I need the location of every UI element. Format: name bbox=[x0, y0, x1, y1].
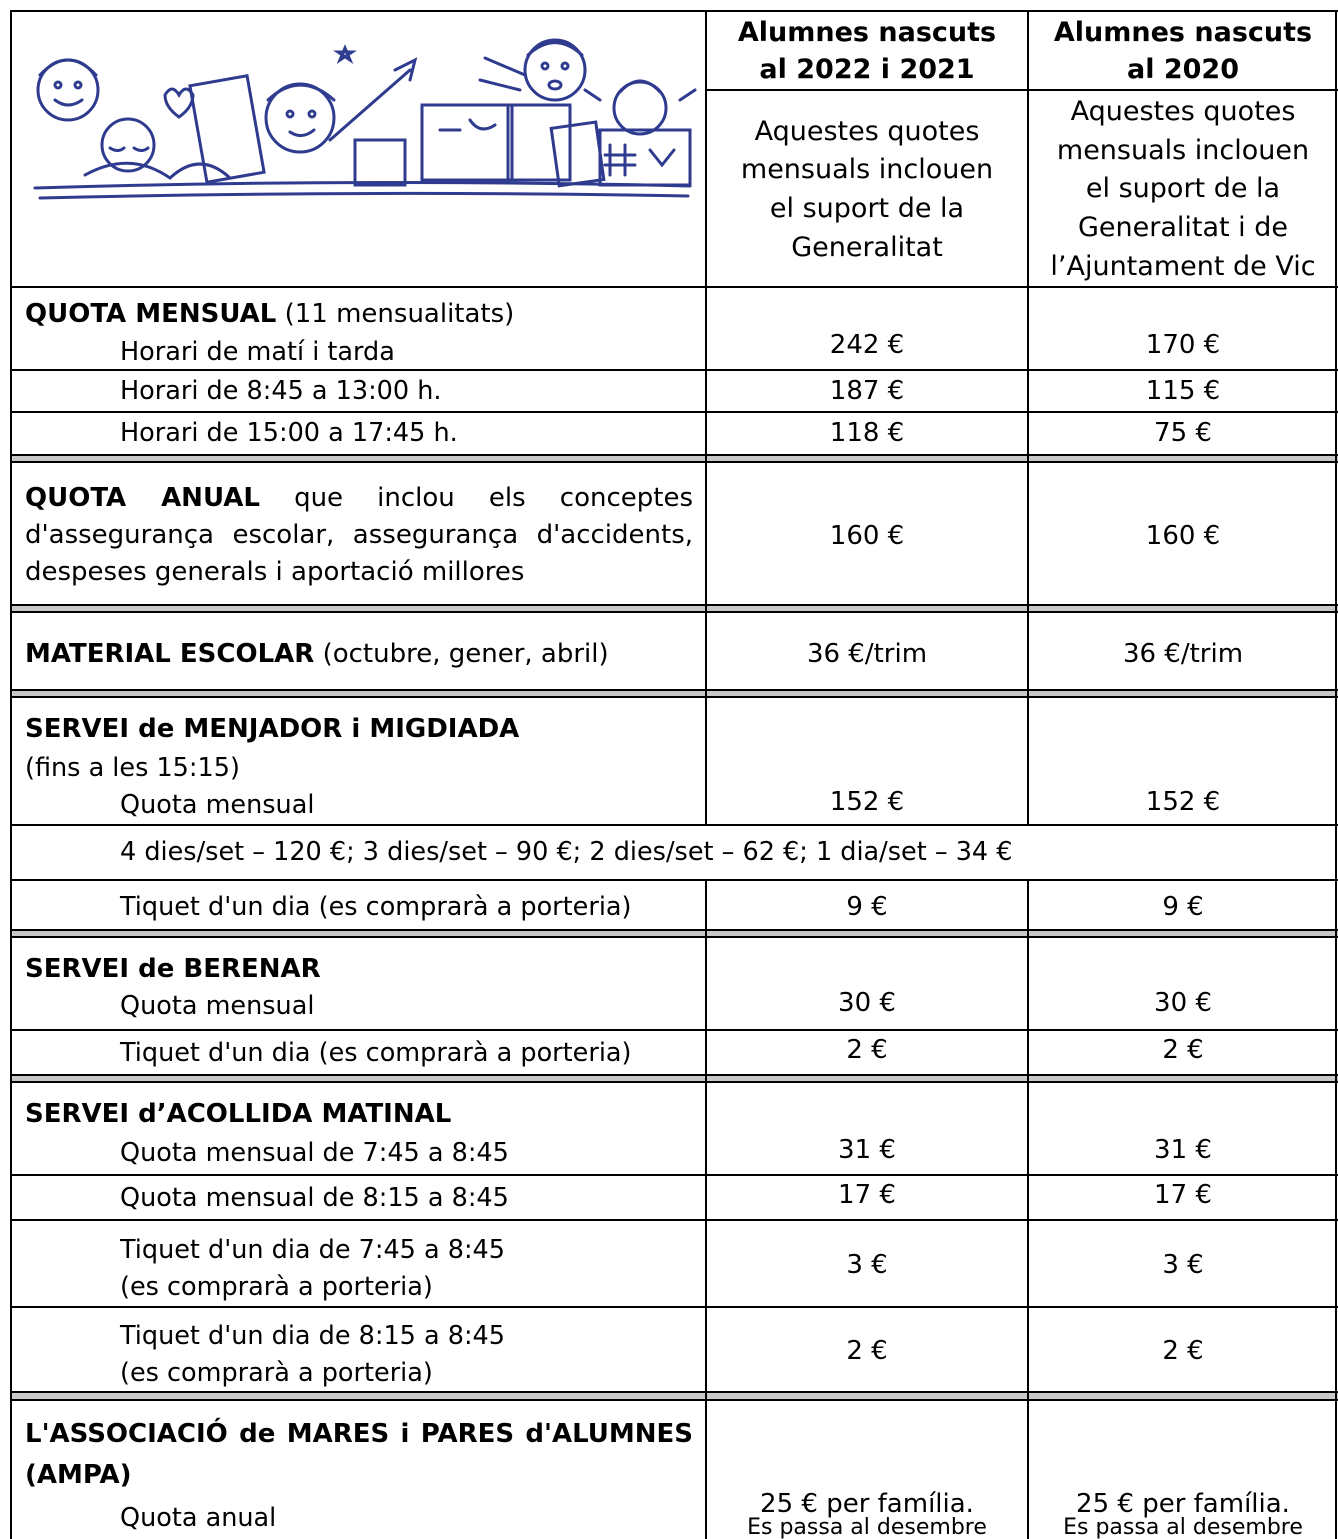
row-label: Tiquet d'un dia de 7:45 a 8:45 bbox=[120, 1235, 505, 1265]
row-label: Quota mensual de 8:15 a 8:45 bbox=[120, 1183, 509, 1213]
row-label: Tiquet d'un dia (es comprarà a porteria) bbox=[120, 892, 632, 922]
fee: 3 € bbox=[1162, 1250, 1204, 1280]
column-note: Aquestes quotes bbox=[754, 116, 980, 147]
section-separators bbox=[10, 456, 1338, 1400]
row-sublabel: (es comprarà a porteria) bbox=[120, 1272, 433, 1302]
fee: 2 € bbox=[1162, 1035, 1204, 1065]
row-label: Horari de 8:45 a 13:00 h. bbox=[120, 376, 442, 406]
fee: 170 € bbox=[1145, 330, 1221, 360]
column-note: Aquestes quotes bbox=[1070, 96, 1296, 127]
fee: 2 € bbox=[846, 1336, 888, 1366]
column-note: l’Ajuntament de Vic bbox=[1050, 251, 1316, 282]
section-detail: (octubre, gener, abril) bbox=[322, 639, 609, 669]
fee: 3 € bbox=[846, 1250, 888, 1280]
section-heading: QUOTA MENSUAL (11 mensualitats) bbox=[25, 297, 514, 331]
section-title: MATERIAL ESCOLAR bbox=[25, 639, 315, 669]
fee: 242 € bbox=[829, 330, 905, 360]
row-label: Quota mensual de 7:45 a 8:45 bbox=[120, 1138, 509, 1168]
fee: 17 € bbox=[1154, 1180, 1212, 1210]
fee: 25 € per família. bbox=[1076, 1489, 1290, 1519]
fee: 31 € bbox=[1154, 1135, 1212, 1165]
fee: 115 € bbox=[1145, 376, 1221, 406]
fee: 31 € bbox=[838, 1135, 896, 1165]
fee: 187 € bbox=[829, 376, 905, 406]
fee: 36 €/trim bbox=[1122, 639, 1244, 669]
row-label: Quota mensual bbox=[120, 991, 315, 1021]
column-note: Generalitat i de bbox=[1077, 212, 1289, 243]
section-title: SERVEI d’ACOLLIDA MATINAL bbox=[25, 1099, 452, 1129]
fee: 17 € bbox=[838, 1180, 896, 1210]
fee: 30 € bbox=[1154, 988, 1212, 1018]
fee: 118 € bbox=[829, 418, 905, 448]
grid bbox=[10, 10, 1338, 1539]
column-title: Alumnes nascuts bbox=[737, 17, 997, 48]
fee: 9 € bbox=[846, 892, 888, 922]
row-label: Tiquet d'un dia de 8:15 a 8:45 bbox=[120, 1321, 505, 1351]
fee: 2 € bbox=[1162, 1336, 1204, 1366]
row-sublabel: (es comprarà a porteria) bbox=[120, 1358, 433, 1388]
fee-note: Es passa al desembre bbox=[747, 1515, 987, 1539]
fee: 25 € per família. bbox=[760, 1489, 974, 1519]
column-title: al 2020 bbox=[1126, 54, 1240, 85]
section-detail: (fins a les 15:15) bbox=[25, 753, 240, 783]
section-title: QUOTA ANUAL bbox=[25, 483, 260, 513]
day-rates: 4 dies/set – 120 €; 3 dies/set – 90 €; 2… bbox=[120, 837, 1013, 867]
row-label: Horari de matí i tarda bbox=[120, 337, 395, 367]
fee: 9 € bbox=[1162, 892, 1204, 922]
section-title: QUOTA MENSUAL bbox=[25, 299, 277, 329]
row-label: Tiquet d'un dia (es comprarà a porteria) bbox=[120, 1038, 632, 1068]
fee: 152 € bbox=[829, 787, 905, 817]
section-heading: QUOTA ANUAL que inclou els conceptes d'a… bbox=[25, 480, 693, 591]
row-label: Quota mensual bbox=[120, 790, 315, 820]
row-label: Quota anual bbox=[120, 1503, 277, 1533]
column-note: el suport de la bbox=[1085, 173, 1281, 204]
fee: 36 €/trim bbox=[806, 639, 928, 669]
fee: 2 € bbox=[846, 1035, 888, 1065]
section-title: SERVEI de BERENAR bbox=[25, 954, 321, 984]
fee-note: Es passa al desembre bbox=[1063, 1515, 1303, 1539]
column-note: el suport de la bbox=[769, 193, 965, 224]
column-title: al 2022 i 2021 bbox=[759, 54, 975, 85]
fee: 152 € bbox=[1145, 787, 1221, 817]
row-label: Horari de 15:00 a 17:45 h. bbox=[120, 418, 458, 448]
fee: 30 € bbox=[838, 988, 896, 1018]
section-title: SERVEI de MENJADOR i MIGDIADA bbox=[25, 714, 520, 744]
column-note: Generalitat bbox=[791, 232, 943, 263]
section-title: L'ASSOCIACIÓ de MARES i PARES d'ALUMNES … bbox=[25, 1419, 693, 1490]
column-note: mensuals inclouen bbox=[1056, 135, 1310, 166]
fee: 160 € bbox=[1145, 521, 1221, 551]
column-note: mensuals inclouen bbox=[740, 154, 994, 185]
section-detail: (11 mensualitats) bbox=[284, 299, 515, 329]
fee: 75 € bbox=[1154, 418, 1212, 448]
fee: 160 € bbox=[829, 521, 905, 551]
illustration bbox=[33, 38, 697, 200]
column-title: Alumnes nascuts bbox=[1053, 17, 1313, 48]
section-detail: que inclou els conceptes d'assegurança e… bbox=[25, 483, 694, 587]
section-heading: MATERIAL ESCOLAR (octubre, gener, abril) bbox=[25, 637, 609, 671]
